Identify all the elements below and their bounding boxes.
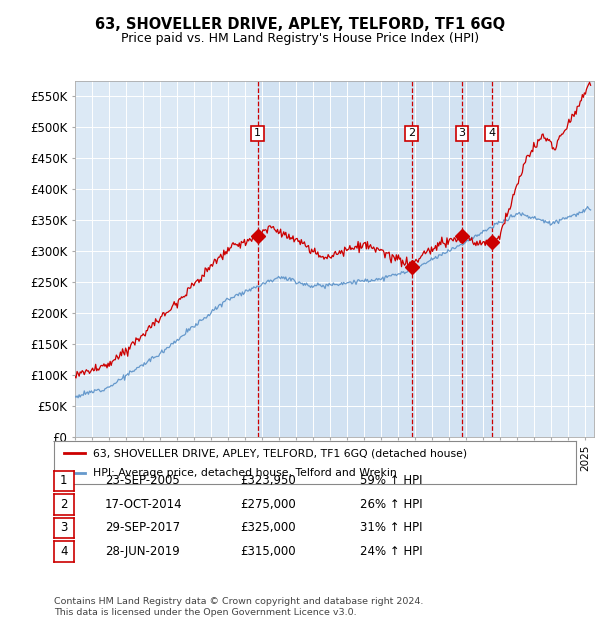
Text: 23-SEP-2005: 23-SEP-2005 (105, 474, 180, 487)
Text: 2: 2 (408, 128, 415, 138)
Text: 63, SHOVELLER DRIVE, APLEY, TELFORD, TF1 6GQ (detached house): 63, SHOVELLER DRIVE, APLEY, TELFORD, TF1… (93, 448, 467, 458)
Text: 26% ↑ HPI: 26% ↑ HPI (360, 498, 422, 511)
Text: 1: 1 (254, 128, 261, 138)
Text: HPI: Average price, detached house, Telford and Wrekin: HPI: Average price, detached house, Telf… (93, 468, 397, 478)
Text: Price paid vs. HM Land Registry's House Price Index (HPI): Price paid vs. HM Land Registry's House … (121, 32, 479, 45)
Text: 2: 2 (60, 498, 68, 511)
Text: £315,000: £315,000 (240, 545, 296, 558)
Text: 63, SHOVELLER DRIVE, APLEY, TELFORD, TF1 6GQ: 63, SHOVELLER DRIVE, APLEY, TELFORD, TF1… (95, 17, 505, 32)
Text: 4: 4 (60, 545, 68, 558)
Text: 24% ↑ HPI: 24% ↑ HPI (360, 545, 422, 558)
Text: 29-SEP-2017: 29-SEP-2017 (105, 521, 180, 534)
Text: 4: 4 (488, 128, 495, 138)
Text: £325,000: £325,000 (240, 521, 296, 534)
Text: 28-JUN-2019: 28-JUN-2019 (105, 545, 180, 558)
Text: 1: 1 (60, 474, 68, 487)
Text: 31% ↑ HPI: 31% ↑ HPI (360, 521, 422, 534)
Text: 3: 3 (458, 128, 466, 138)
Bar (257, 81, 492, 437)
Text: 17-OCT-2014: 17-OCT-2014 (105, 498, 182, 511)
Text: Contains HM Land Registry data © Crown copyright and database right 2024.
This d: Contains HM Land Registry data © Crown c… (54, 598, 424, 617)
Text: £275,000: £275,000 (240, 498, 296, 511)
Text: £323,950: £323,950 (240, 474, 296, 487)
Text: 3: 3 (60, 521, 68, 534)
Text: 59% ↑ HPI: 59% ↑ HPI (360, 474, 422, 487)
